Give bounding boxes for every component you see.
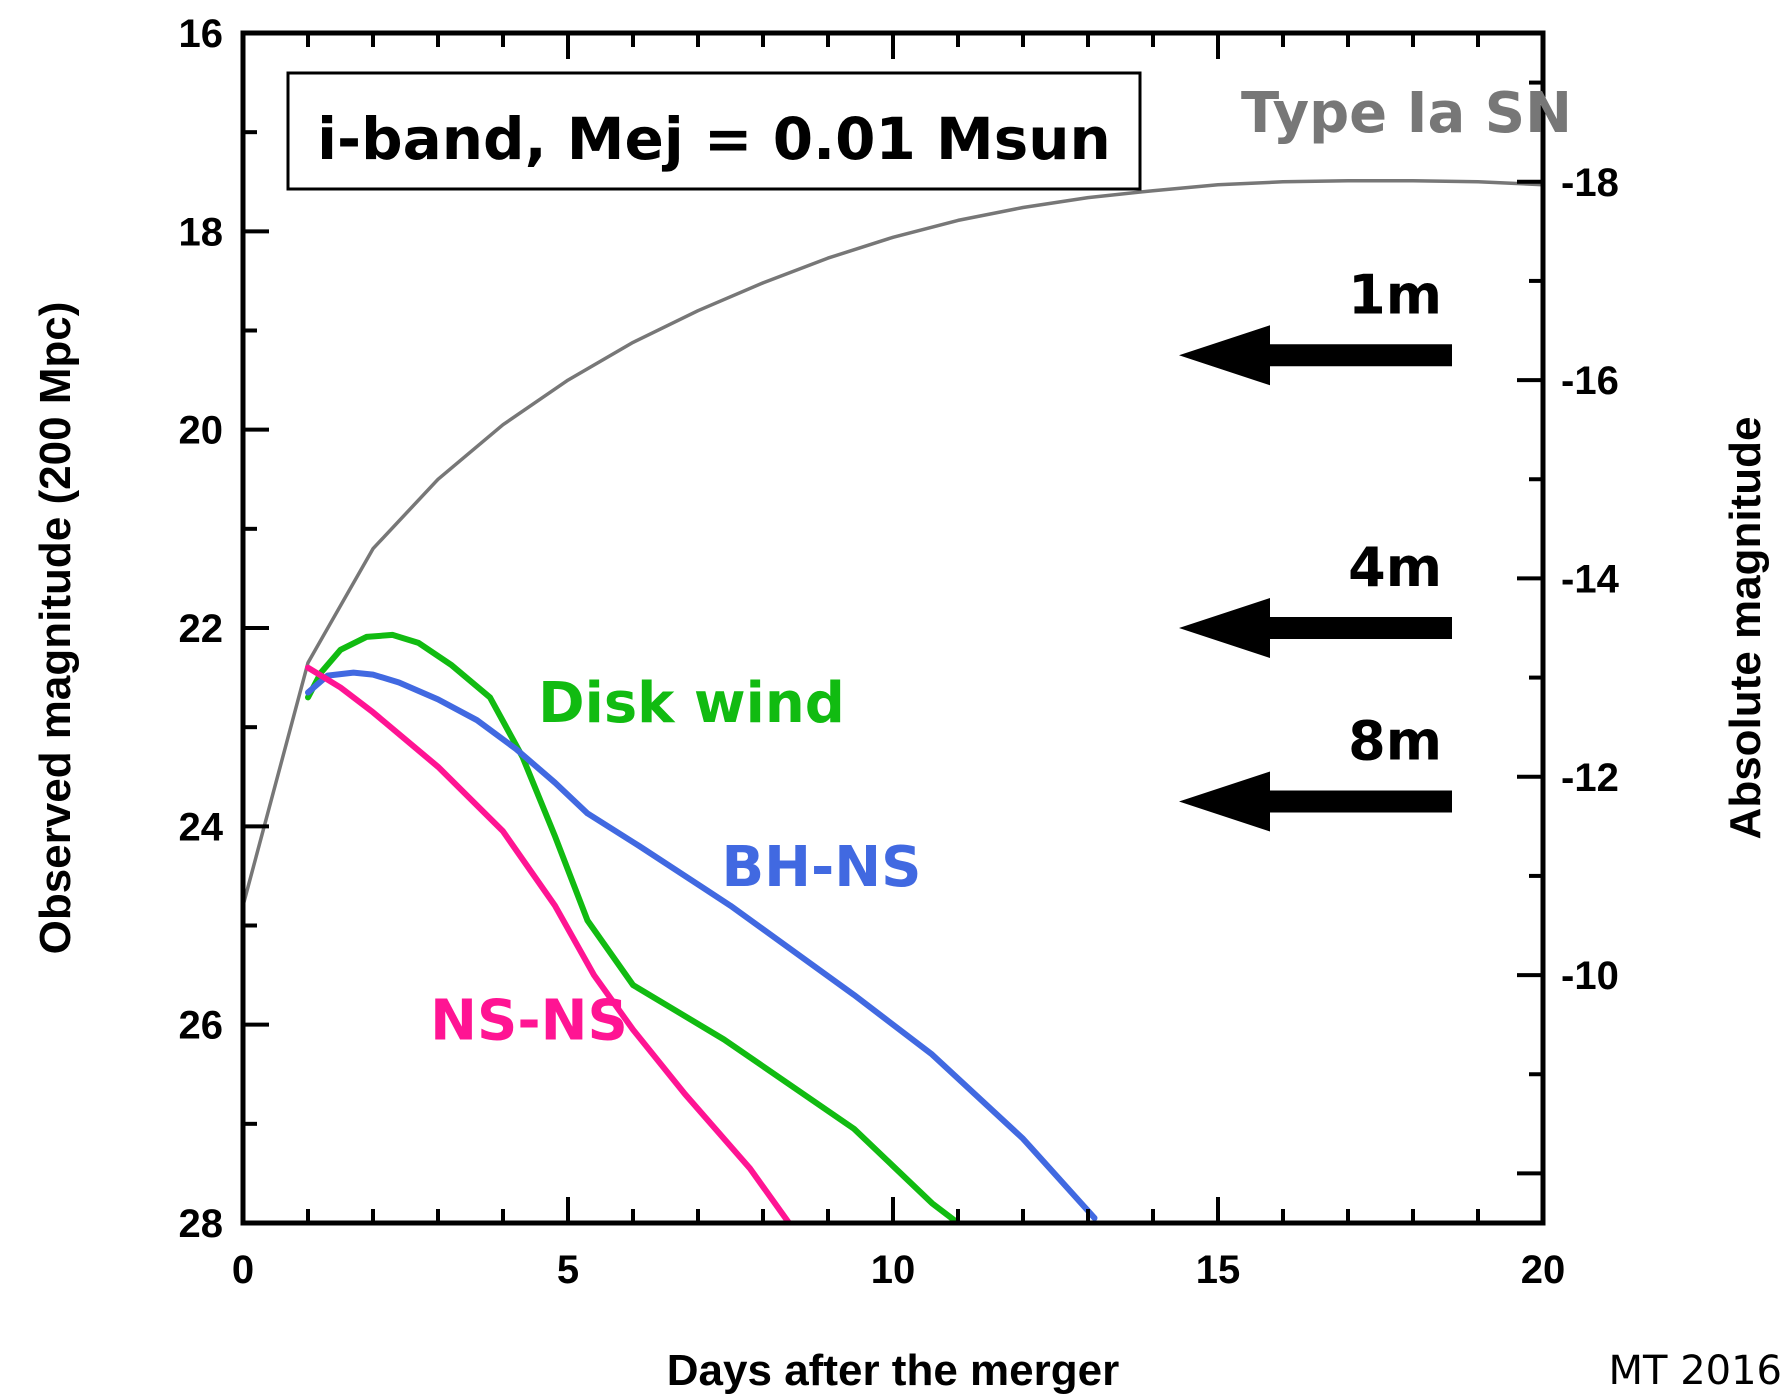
- y-tick-label: 24: [179, 805, 224, 849]
- ticks-layer: [241, 31, 1545, 1225]
- series-line-ns-ns: [305, 664, 792, 1223]
- credit-text: MT 2016: [1609, 1348, 1782, 1394]
- arrow-label-1m: 1m: [1348, 263, 1442, 326]
- y2-tick-label: -18: [1561, 161, 1619, 205]
- series-line-disk-wind: [305, 631, 961, 1223]
- arrow-label-4m: 4m: [1348, 536, 1442, 599]
- y2-axis-title: Absolute magnitude: [1721, 417, 1770, 840]
- x-tick-label: 5: [557, 1248, 579, 1292]
- y-tick-label: 18: [179, 210, 224, 254]
- title-box: [286, 71, 1142, 191]
- series-line-bh-ns: [305, 669, 1098, 1221]
- y-tick-label: 26: [179, 1004, 224, 1048]
- y-axis-title: Observed magnitude (200 Mpc): [31, 302, 80, 955]
- y2-tick-label: -20: [1561, 0, 1619, 6]
- y-tick-label: 28: [179, 1202, 224, 1246]
- y2-tick-label: -10: [1561, 954, 1619, 998]
- x-tick-label: 15: [1196, 1248, 1241, 1292]
- series-label-ns-ns: NS-NS: [430, 989, 628, 1054]
- arrows-layer: [1179, 325, 1452, 832]
- x-tick-label: 0: [232, 1248, 254, 1292]
- y-tick-label: 22: [179, 607, 224, 651]
- x-tick-label: 10: [871, 1248, 916, 1292]
- arrow-1m: [1179, 325, 1452, 386]
- series-label-type-ia-sn: Type Ia SN: [1241, 81, 1572, 146]
- arrow-4m: [1179, 598, 1452, 658]
- y2-tick-label: -16: [1561, 359, 1619, 403]
- chart-title: i-band, Mej = 0.01 Msun: [317, 105, 1111, 173]
- arrow-8m: [1179, 771, 1452, 832]
- x-tick-label: 20: [1521, 1248, 1566, 1292]
- x-axis-title: Days after the merger: [667, 1346, 1119, 1395]
- labels-layer: 0 5 10 15 20 16 18 20 22 24 26 28 -20 -18 -16 -14 -12 -10…: [179, 0, 1620, 1292]
- y-tick-label: 16: [179, 12, 224, 56]
- series-label-bh-ns: BH-NS: [722, 835, 922, 900]
- y2-tick-label: -14: [1561, 557, 1620, 601]
- series-label-disk-wind: Disk wind: [538, 671, 845, 736]
- curves-layer: [243, 179, 1543, 1223]
- y2-tick-label: -12: [1561, 756, 1619, 800]
- y-tick-label: 20: [179, 409, 224, 453]
- arrow-label-8m: 8m: [1348, 710, 1442, 773]
- series-line-type-ia-sn: [243, 179, 1543, 908]
